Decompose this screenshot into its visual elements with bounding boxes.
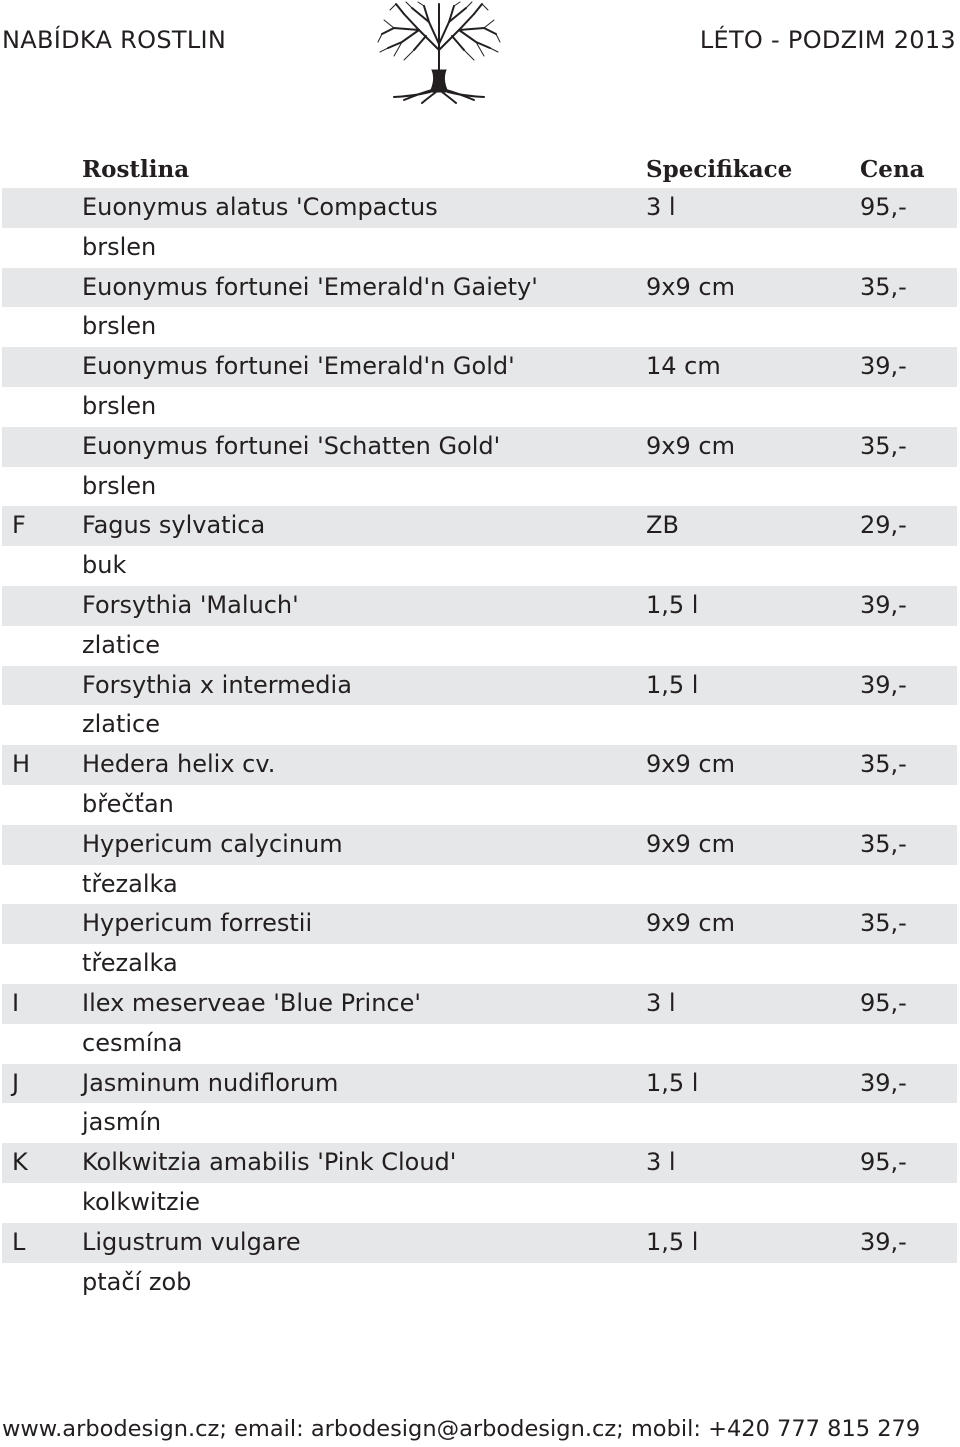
table-row: Euonymus fortunei 'Schatten Gold' 9x9 cm… <box>2 426 957 467</box>
table-row-common: cesmína <box>2 1024 957 1064</box>
plant-spec: 1,5 l <box>646 1227 699 1256</box>
plant-price: 39,- <box>860 352 907 381</box>
plant-spec: 14 cm <box>646 352 721 381</box>
plant-name: Ligustrum vulgare <box>82 1227 301 1256</box>
plant-common-name: brslen <box>82 391 157 420</box>
plant-common-name: zlatice <box>82 710 161 739</box>
plant-name: Fagus sylvatica <box>82 511 266 540</box>
plant-price: 39,- <box>860 590 907 619</box>
tree-icon <box>374 0 504 104</box>
plant-name: Euonymus alatus 'Compactus <box>82 193 438 221</box>
table-row: F Fagus sylvatica ZB 29,- <box>2 506 957 547</box>
plant-price: 39,- <box>860 1068 907 1097</box>
plant-common-name: ptačí zob <box>82 1267 192 1296</box>
table-row-common: brslen <box>2 467 957 507</box>
table-row: I Ilex meserveae 'Blue Prince' 3 l 95,- <box>2 983 957 1024</box>
plant-name: Ilex meserveae 'Blue Prince' <box>82 988 421 1017</box>
index-letter: L <box>12 1227 26 1256</box>
plant-common-name: kolkwitzie <box>82 1187 201 1216</box>
index-letter: K <box>12 1148 28 1177</box>
table-row-common: brslen <box>2 228 957 268</box>
plant-spec: 9x9 cm <box>646 431 735 460</box>
plant-price: 95,- <box>860 1148 907 1177</box>
table-row: Hypericum forrestii 9x9 cm 35,- <box>2 904 957 945</box>
table-row: Euonymus fortunei 'Emerald'n Gold' 14 cm… <box>2 347 957 387</box>
plant-spec: ZB <box>646 511 679 540</box>
table-row: H Hedera helix cv. 9x9 cm 35,- <box>2 745 957 785</box>
table-row-common: kolkwitzie <box>2 1183 957 1223</box>
header-right-title: LÉTO - PODZIM 2013 <box>699 26 956 54</box>
plant-common-name: jasmín <box>82 1108 162 1137</box>
table-row-common: zlatice <box>2 705 957 745</box>
table-row-common: třezalka <box>2 865 957 905</box>
plant-common-name: brslen <box>82 471 157 500</box>
table-row-common: buk <box>2 546 957 586</box>
plant-name: Hypericum forrestii <box>82 909 313 938</box>
plant-name: Forsythia x intermedia <box>82 670 352 699</box>
index-letter: F <box>12 511 26 540</box>
table-row: Forsythia x intermedia 1,5 l 39,- <box>2 665 957 706</box>
table-row-common: třezalka <box>2 944 957 984</box>
table-row: K Kolkwitzia amabilis 'Pink Cloud' 3 l 9… <box>2 1143 957 1183</box>
table-row: Hypericum calycinum 9x9 cm 35,- <box>2 824 957 865</box>
plant-price: 39,- <box>860 670 907 699</box>
table-row-common: brslen <box>2 307 957 347</box>
plant-common-name: brslen <box>82 232 157 261</box>
plant-spec: 9x9 cm <box>646 750 735 779</box>
table-row: L Ligustrum vulgare 1,5 l 39,- <box>2 1222 957 1263</box>
plant-spec: 9x9 cm <box>646 909 735 938</box>
table-row: Euonymus alatus 'Compactus 3 l 95,- <box>2 188 957 228</box>
plant-common-name: třezalka <box>82 869 178 898</box>
plant-price: 35,- <box>860 829 907 858</box>
plant-common-name: břečťan <box>82 789 174 818</box>
plant-name: Hedera helix cv. <box>82 750 276 779</box>
plant-price: 35,- <box>860 272 907 301</box>
index-letter: J <box>12 1068 20 1097</box>
plant-name: Euonymus fortunei 'Schatten Gold' <box>82 431 501 460</box>
plant-price: 95,- <box>860 988 907 1017</box>
table-row: Forsythia 'Maluch' 1,5 l 39,- <box>2 585 957 626</box>
plant-common-name: buk <box>82 551 127 580</box>
table-row-common: brslen <box>2 387 957 427</box>
plant-common-name: zlatice <box>82 630 161 659</box>
plant-price: 35,- <box>860 909 907 938</box>
plant-name: Jasminum nudiflorum <box>82 1068 339 1097</box>
plant-common-name: cesmína <box>82 1028 183 1057</box>
plant-spec: 3 l <box>646 988 676 1017</box>
plant-common-name: třezalka <box>82 949 178 978</box>
plant-spec: 3 l <box>646 1148 676 1177</box>
header-left-title: NABÍDKA ROSTLIN <box>2 26 227 54</box>
plant-spec: 1,5 l <box>646 670 699 699</box>
plant-table: Euonymus alatus 'Compactus 3 l 95,- brsl… <box>2 188 957 1302</box>
plant-name: Kolkwitzia amabilis 'Pink Cloud' <box>82 1148 457 1177</box>
index-letter: I <box>12 988 20 1017</box>
table-row-common: jasmín <box>2 1103 957 1143</box>
plant-price: 29,- <box>860 511 907 540</box>
plant-spec: 1,5 l <box>646 1068 699 1097</box>
plant-price: 35,- <box>860 431 907 460</box>
footer-contact: www.arbodesign.cz; email: arbodesign@arb… <box>2 1416 921 1442</box>
column-header-spec: Specifikace <box>646 156 793 183</box>
column-header-price: Cena <box>860 156 925 183</box>
table-row-common: břečťan <box>2 785 957 825</box>
plant-name: Euonymus fortunei 'Emerald'n Gold' <box>82 352 515 381</box>
plant-spec: 3 l <box>646 193 676 221</box>
plant-price: 39,- <box>860 1227 907 1256</box>
table-row: J Jasminum nudiflorum 1,5 l 39,- <box>2 1063 957 1104</box>
plant-name: Euonymus fortunei 'Emerald'n Gaiety' <box>82 272 538 301</box>
table-row: Euonymus fortunei 'Emerald'n Gaiety' 9x9… <box>2 267 957 308</box>
plant-price: 95,- <box>860 193 907 221</box>
plant-name: Hypericum calycinum <box>82 829 343 858</box>
plant-spec: 1,5 l <box>646 590 699 619</box>
plant-price: 35,- <box>860 750 907 779</box>
column-header-name: Rostlina <box>82 156 190 183</box>
plant-spec: 9x9 cm <box>646 829 735 858</box>
plant-spec: 9x9 cm <box>646 272 735 301</box>
plant-name: Forsythia 'Maluch' <box>82 590 299 619</box>
plant-common-name: brslen <box>82 312 157 341</box>
index-letter: H <box>12 750 31 779</box>
table-row-common: ptačí zob <box>2 1263 957 1303</box>
table-row-common: zlatice <box>2 626 957 666</box>
